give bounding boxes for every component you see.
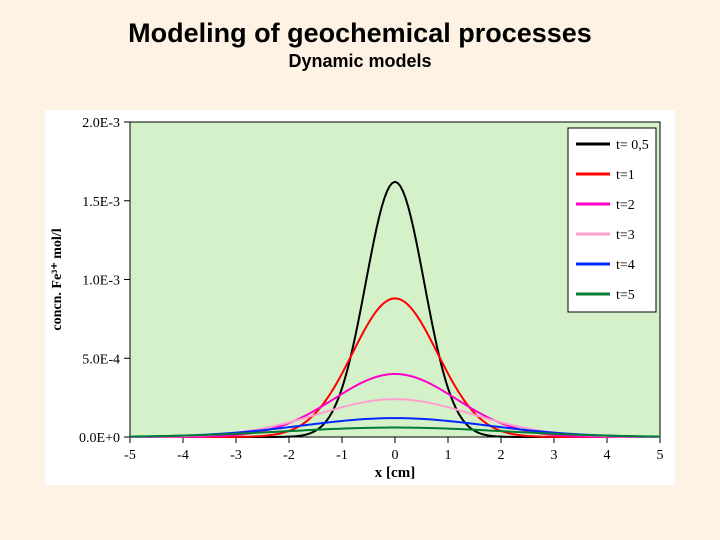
legend-label: t=4 [616, 258, 635, 273]
chart-container: -5 -4 -3 -2 -1 0 1 2 3 4 5 0.0E+0 5.0E-4 1.0E-3 1.5E-3… [45, 110, 675, 485]
x-axis-label: x [cm] [375, 465, 415, 481]
legend-label: t=3 [616, 228, 635, 243]
y-tick-label: 1.0E-3 [82, 274, 120, 289]
legend-label: t= 0,5 [616, 138, 649, 153]
y-axis-label: concn. Fe³⁺ mol/l [50, 228, 65, 330]
x-tick-label: 0 [392, 448, 399, 463]
x-tick-label: -1 [336, 448, 348, 463]
legend-label: t=1 [616, 168, 635, 183]
x-tick-label: 5 [657, 448, 664, 463]
x-tick-label: 4 [604, 448, 611, 463]
x-tick-label: -2 [283, 448, 295, 463]
y-tick-label: 0.0E+0 [79, 431, 120, 446]
slide-title: Modeling of geochemical processes [0, 0, 720, 49]
x-tick-label: 2 [498, 448, 505, 463]
diffusion-chart: -5 -4 -3 -2 -1 0 1 2 3 4 5 0.0E+0 5.0E-4 1.0E-3 1.5E-3… [45, 110, 675, 485]
slide-root: Modeling of geochemical processes Dynami… [0, 0, 720, 540]
legend-label: t=5 [616, 288, 635, 303]
x-tick-label: -3 [230, 448, 242, 463]
legend-box [568, 128, 656, 312]
y-tick-label: 5.0E-4 [82, 352, 120, 367]
x-tick-label: 3 [551, 448, 558, 463]
x-tick-label: -4 [177, 448, 189, 463]
y-tick-label: 2.0E-3 [82, 116, 120, 131]
x-tick-label: 1 [445, 448, 452, 463]
legend-label: t=2 [616, 198, 635, 213]
y-tick-label: 1.5E-3 [82, 195, 120, 210]
slide-subtitle: Dynamic models [0, 51, 720, 72]
x-tick-label: -5 [124, 448, 136, 463]
